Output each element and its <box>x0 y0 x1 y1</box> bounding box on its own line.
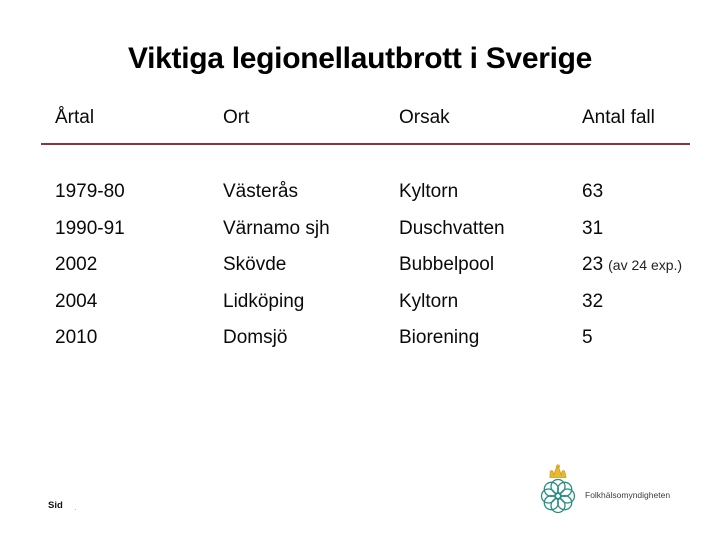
column-header-antal-fall: Antal fall <box>582 107 655 128</box>
table-row: 2004 Lidköping Kyltorn 32 <box>55 290 705 314</box>
column-header-orsak: Orsak <box>399 107 450 128</box>
table-row: 2010 Domsjö Biorening 5 <box>55 326 705 350</box>
page-number-label: Sid <box>48 500 63 511</box>
table-row: 1990-91 Värnamo sjh Duschvatten 31 <box>55 217 705 241</box>
cases-cell: 23 (av 24 exp.) <box>582 253 682 277</box>
cause-cell: Duschvatten <box>399 218 505 239</box>
crown-rosette-icon <box>540 464 576 514</box>
place-cell: Skövde <box>223 254 287 275</box>
cases-value: 5 <box>582 327 593 348</box>
place-cell: Värnamo sjh <box>223 218 330 239</box>
year-cell: 2010 <box>55 327 98 348</box>
place-cell: Domsjö <box>223 327 288 348</box>
cases-cell: 63 <box>582 180 608 204</box>
folkhalsomyndigheten-logo: Folkhälsomyndigheten <box>536 464 670 516</box>
cause-cell: Kyltorn <box>399 181 459 202</box>
place-cell: Västerås <box>223 181 298 202</box>
year-cell: 2002 <box>55 254 98 275</box>
cause-cell: Bubbelpool <box>399 254 495 275</box>
cases-value: 32 <box>582 291 604 312</box>
cases-cell: 31 <box>582 217 608 241</box>
place-cell: Lidköping <box>223 291 305 312</box>
cases-value: 23 <box>582 254 604 275</box>
cases-note: (av 24 exp.) <box>608 257 683 273</box>
cause-cell: Kyltorn <box>399 291 459 312</box>
cases-value: 63 <box>582 181 604 202</box>
table-row: 2002 Skövde Bubbelpool 23 (av 24 exp.) <box>55 253 705 277</box>
table-row: 1979-80 Västerås Kyltorn 63 <box>55 180 705 204</box>
page-title: Viktiga legionellautbrott i Sverige <box>127 42 593 75</box>
cases-cell: 5 <box>582 326 598 350</box>
column-header-artal: Årtal <box>55 107 95 128</box>
column-header-ort: Ort <box>223 107 250 128</box>
year-cell: 1979-80 <box>55 181 125 202</box>
cases-cell: 32 <box>582 290 608 314</box>
cause-cell: Biorening <box>399 327 480 348</box>
year-cell: 1990-91 <box>55 218 125 239</box>
table-header-row: Årtal Ort Orsak Antal fall <box>55 106 705 130</box>
cases-value: 31 <box>582 218 604 239</box>
logo-text: Folkhälsomyndigheten <box>585 490 671 500</box>
page-number-dot: . <box>74 502 77 513</box>
header-divider-line <box>41 143 690 145</box>
year-cell: 2004 <box>55 291 98 312</box>
